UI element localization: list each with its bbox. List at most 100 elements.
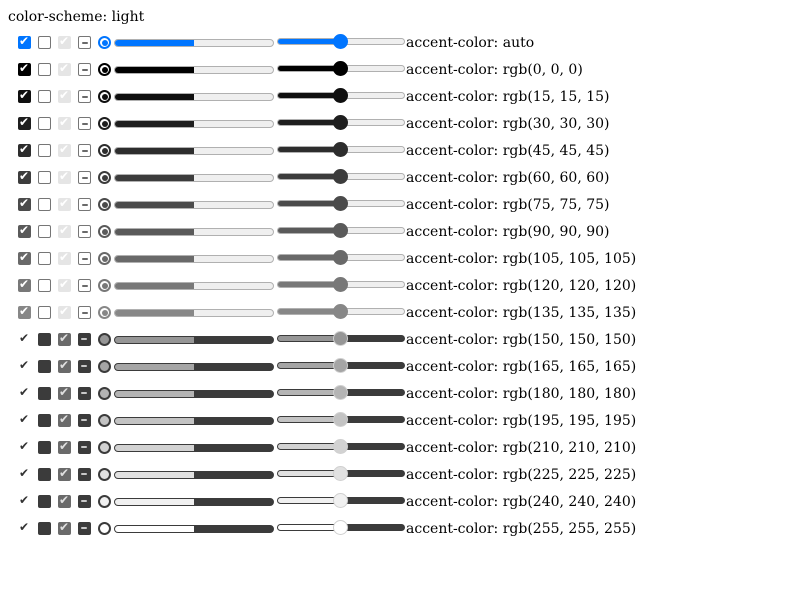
slider-thumb[interactable] <box>333 466 348 481</box>
checked-checkbox[interactable]: ✔ <box>18 440 31 454</box>
unchecked-checkbox[interactable] <box>38 306 51 319</box>
radio-button[interactable] <box>98 522 111 535</box>
radio-button[interactable] <box>98 171 111 184</box>
radio-button[interactable] <box>98 414 111 427</box>
radio-button[interactable] <box>98 63 111 76</box>
indeterminate-checkbox[interactable] <box>78 198 91 211</box>
radio-button[interactable] <box>98 36 111 49</box>
checked-checkbox[interactable]: ✔ <box>18 332 31 346</box>
unchecked-checkbox[interactable] <box>38 144 51 157</box>
slider-thumb[interactable] <box>333 61 348 76</box>
indeterminate-checkbox[interactable] <box>78 144 91 157</box>
slider-thumb[interactable] <box>333 169 348 184</box>
slider-thumb[interactable] <box>333 493 348 508</box>
indeterminate-checkbox[interactable] <box>78 171 91 184</box>
radio-button[interactable] <box>98 252 111 265</box>
range-slider[interactable] <box>277 411 405 429</box>
radio-button[interactable] <box>98 279 111 292</box>
range-slider[interactable] <box>277 87 405 105</box>
unchecked-checkbox[interactable] <box>38 522 51 535</box>
indeterminate-checkbox[interactable] <box>78 360 91 373</box>
checked-checkbox[interactable]: ✔ <box>18 170 31 184</box>
checked-checkbox[interactable]: ✔ <box>18 278 31 292</box>
checked-checkbox[interactable]: ✔ <box>18 386 31 400</box>
range-slider[interactable] <box>277 222 405 240</box>
range-slider[interactable] <box>277 168 405 186</box>
range-slider[interactable] <box>277 60 405 78</box>
range-slider[interactable] <box>277 492 405 510</box>
indeterminate-checkbox[interactable] <box>78 279 91 292</box>
indeterminate-checkbox[interactable] <box>78 117 91 130</box>
indeterminate-checkbox[interactable] <box>78 468 91 481</box>
unchecked-checkbox[interactable] <box>38 63 51 76</box>
radio-button[interactable] <box>98 90 111 103</box>
slider-thumb[interactable] <box>333 115 348 130</box>
radio-button[interactable] <box>98 225 111 238</box>
slider-thumb[interactable] <box>333 304 348 319</box>
checked-checkbox[interactable]: ✔ <box>18 521 31 535</box>
checked-checkbox[interactable]: ✔ <box>18 413 31 427</box>
indeterminate-checkbox[interactable] <box>78 495 91 508</box>
radio-button[interactable] <box>98 306 111 319</box>
checked-checkbox[interactable]: ✔ <box>18 359 31 373</box>
slider-thumb[interactable] <box>333 196 348 211</box>
slider-thumb[interactable] <box>333 223 348 238</box>
indeterminate-checkbox[interactable] <box>78 63 91 76</box>
range-slider[interactable] <box>277 357 405 375</box>
slider-thumb[interactable] <box>333 439 348 454</box>
radio-button[interactable] <box>98 198 111 211</box>
range-slider[interactable] <box>277 330 405 348</box>
checked-checkbox[interactable]: ✔ <box>18 143 31 157</box>
range-slider[interactable] <box>277 276 405 294</box>
radio-button[interactable] <box>98 360 111 373</box>
range-slider[interactable] <box>277 141 405 159</box>
checked-checkbox[interactable]: ✔ <box>18 197 31 211</box>
unchecked-checkbox[interactable] <box>38 468 51 481</box>
range-slider[interactable] <box>277 519 405 537</box>
range-slider[interactable] <box>277 33 405 51</box>
checked-checkbox[interactable]: ✔ <box>18 35 31 49</box>
indeterminate-checkbox[interactable] <box>78 441 91 454</box>
range-slider[interactable] <box>277 249 405 267</box>
unchecked-checkbox[interactable] <box>38 414 51 427</box>
radio-button[interactable] <box>98 144 111 157</box>
range-slider[interactable] <box>277 195 405 213</box>
radio-button[interactable] <box>98 468 111 481</box>
checked-checkbox[interactable]: ✔ <box>18 494 31 508</box>
indeterminate-checkbox[interactable] <box>78 252 91 265</box>
unchecked-checkbox[interactable] <box>38 198 51 211</box>
slider-thumb[interactable] <box>333 88 348 103</box>
unchecked-checkbox[interactable] <box>38 252 51 265</box>
checked-checkbox[interactable]: ✔ <box>18 224 31 238</box>
unchecked-checkbox[interactable] <box>38 333 51 346</box>
slider-thumb[interactable] <box>333 250 348 265</box>
indeterminate-checkbox[interactable] <box>78 225 91 238</box>
indeterminate-checkbox[interactable] <box>78 90 91 103</box>
radio-button[interactable] <box>98 117 111 130</box>
range-slider[interactable] <box>277 438 405 456</box>
indeterminate-checkbox[interactable] <box>78 333 91 346</box>
slider-thumb[interactable] <box>333 412 348 427</box>
slider-thumb[interactable] <box>333 277 348 292</box>
slider-thumb[interactable] <box>333 142 348 157</box>
unchecked-checkbox[interactable] <box>38 441 51 454</box>
radio-button[interactable] <box>98 495 111 508</box>
slider-thumb[interactable] <box>333 520 348 535</box>
radio-button[interactable] <box>98 387 111 400</box>
unchecked-checkbox[interactable] <box>38 360 51 373</box>
checked-checkbox[interactable]: ✔ <box>18 251 31 265</box>
indeterminate-checkbox[interactable] <box>78 414 91 427</box>
unchecked-checkbox[interactable] <box>38 495 51 508</box>
unchecked-checkbox[interactable] <box>38 171 51 184</box>
radio-button[interactable] <box>98 441 111 454</box>
checked-checkbox[interactable]: ✔ <box>18 467 31 481</box>
indeterminate-checkbox[interactable] <box>78 522 91 535</box>
range-slider[interactable] <box>277 384 405 402</box>
range-slider[interactable] <box>277 114 405 132</box>
unchecked-checkbox[interactable] <box>38 225 51 238</box>
unchecked-checkbox[interactable] <box>38 387 51 400</box>
checked-checkbox[interactable]: ✔ <box>18 305 31 319</box>
radio-button[interactable] <box>98 333 111 346</box>
checked-checkbox[interactable]: ✔ <box>18 62 31 76</box>
unchecked-checkbox[interactable] <box>38 90 51 103</box>
